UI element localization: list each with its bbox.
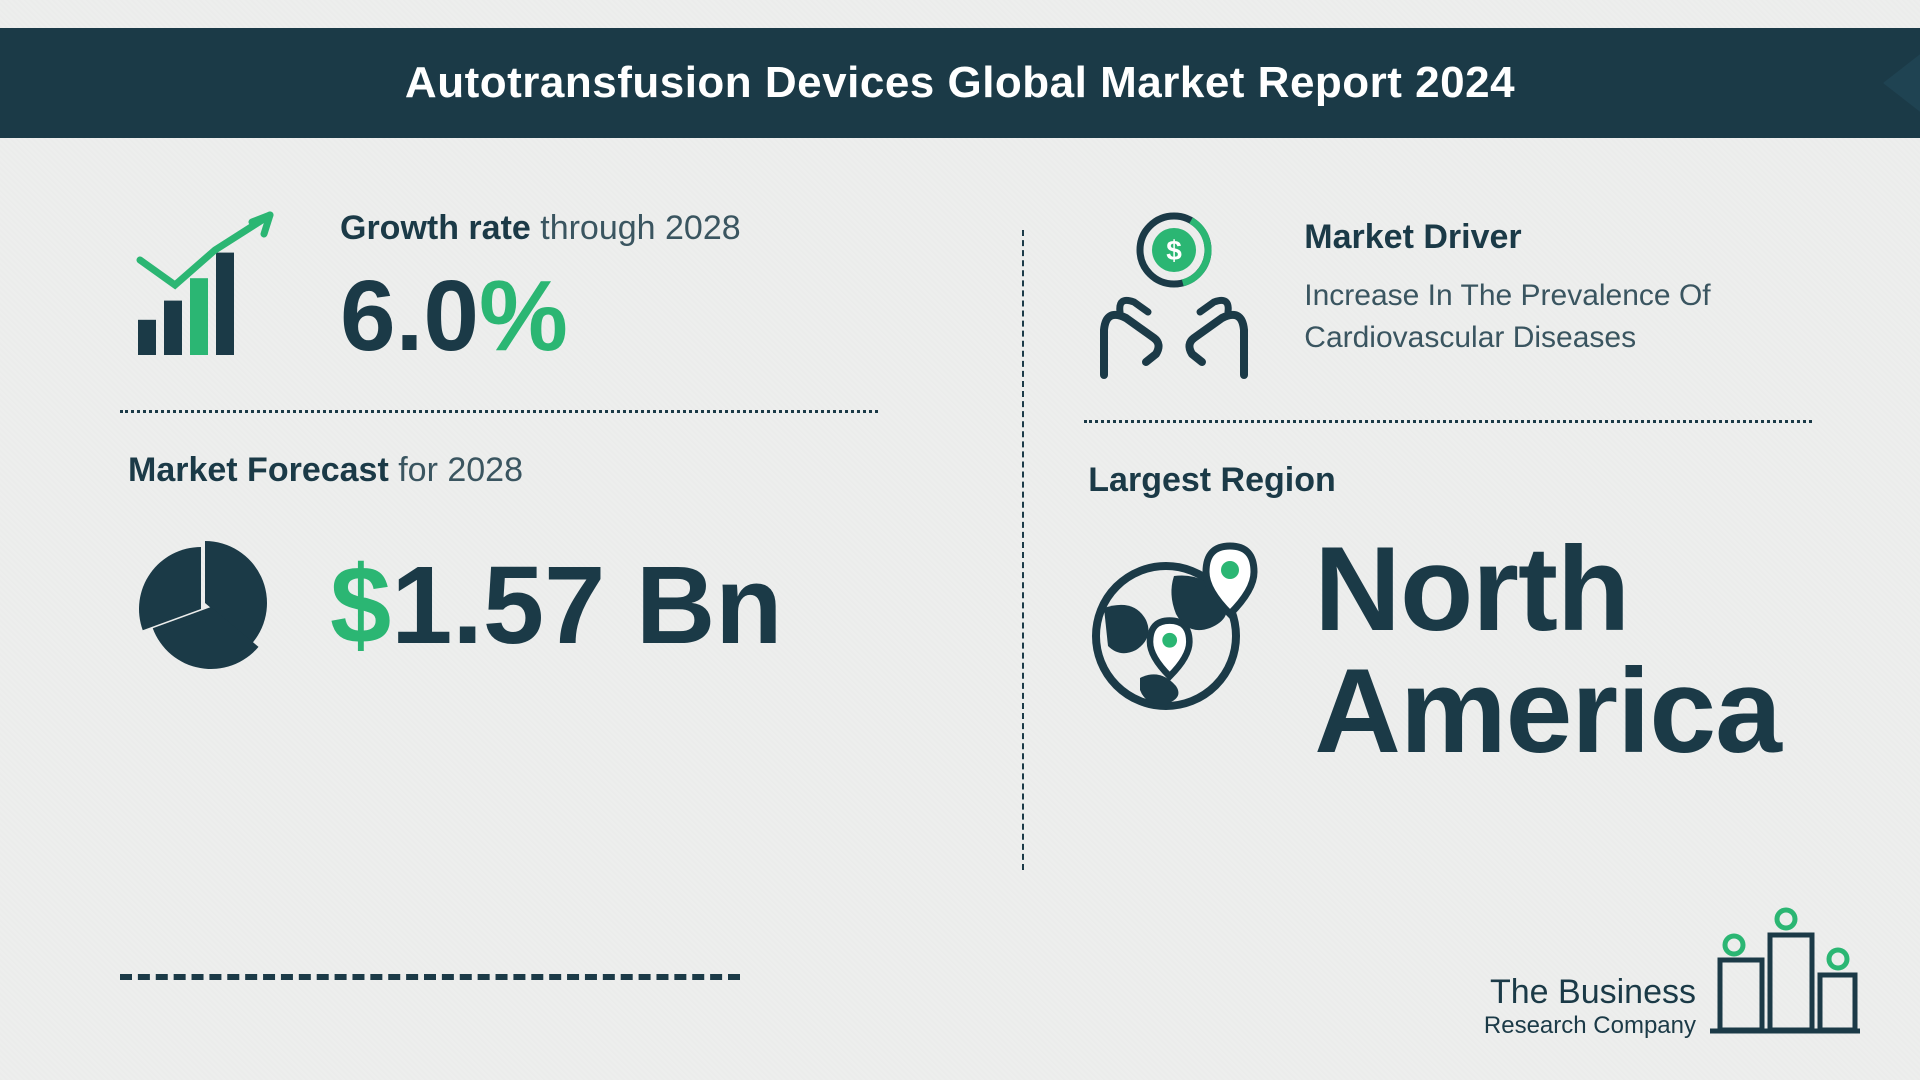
left-divider [120, 410, 878, 413]
forecast-label-rest: for 2028 [389, 451, 523, 489]
left-column: Growth rate through 2028 6.0% Market For… [120, 200, 1022, 1080]
bottom-dash-divider [120, 974, 740, 980]
forecast-value-amount: 1.57 Bn [391, 544, 782, 667]
region-value-line1: North [1314, 528, 1781, 650]
header-bar: Autotransfusion Devices Global Market Re… [0, 28, 1920, 138]
growth-section: Growth rate through 2028 6.0% [120, 200, 962, 375]
region-value: North America [1314, 528, 1781, 773]
growth-value-number: 6.0 [340, 260, 479, 372]
driver-description: Increase In The Prevalence Of Cardiovasc… [1304, 275, 1850, 359]
growth-value-percent: % [479, 260, 568, 372]
forecast-value: $1.57 Bn [330, 551, 782, 661]
driver-label: Market Driver [1304, 218, 1850, 257]
growth-label-rest: through 2028 [531, 209, 741, 247]
logo-line1: The Business [1484, 973, 1696, 1012]
company-buildings-icon [1710, 905, 1860, 1040]
forecast-label-bold: Market Forecast [128, 451, 389, 489]
bar-chart-growth-icon [120, 200, 290, 375]
company-logo: The Business Research Company [1484, 905, 1860, 1040]
region-section: Largest Region [1084, 461, 1850, 773]
growth-value: 6.0% [340, 266, 741, 366]
svg-text:$: $ [1166, 235, 1182, 266]
logo-text: The Business Research Company [1484, 973, 1696, 1040]
forecast-value-dollar: $ [330, 544, 391, 667]
forecast-label: Market Forecast for 2028 [128, 451, 962, 490]
growth-label-bold: Growth rate [340, 209, 531, 247]
pie-chart-icon [120, 518, 290, 693]
driver-section: $ Market Driver Increase In The Prevalen… [1084, 200, 1850, 385]
forecast-section: Market Forecast for 2028 $1.57 Bn [120, 451, 962, 693]
growth-label: Growth rate through 2028 [340, 209, 741, 248]
header-arrow-decor [1883, 48, 1920, 118]
region-label: Largest Region [1088, 461, 1850, 500]
header-title: Autotransfusion Devices Global Market Re… [405, 58, 1515, 108]
right-divider [1084, 420, 1811, 423]
logo-line2: Research Company [1484, 1012, 1696, 1040]
region-value-line2: America [1314, 650, 1781, 772]
globe-pins-icon [1084, 528, 1274, 723]
hands-coin-icon: $ [1084, 200, 1264, 385]
